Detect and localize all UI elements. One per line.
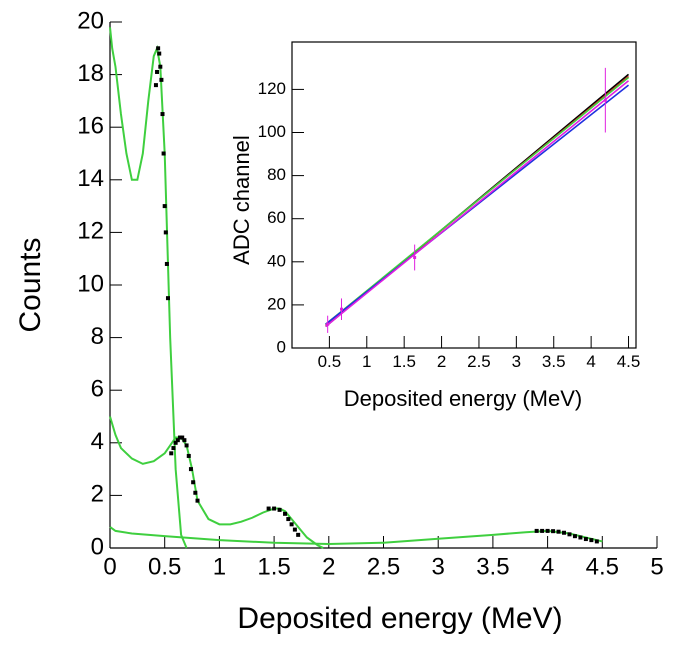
data-point [182,438,187,443]
y-tick-label: 20 [77,7,104,34]
data-point [578,535,583,540]
data-point [583,537,588,542]
data-point [184,443,189,448]
data-point [540,528,545,533]
data-point [158,64,163,69]
data-point [161,151,166,156]
data-point [277,507,282,512]
y-tick-label: 100 [258,122,286,141]
y-tick-label: 14 [77,165,104,192]
data-point [171,446,176,451]
data-point [603,98,607,102]
data-point [159,77,164,82]
line [109,27,188,549]
x-tick-label: 3 [512,352,521,371]
line [325,80,630,328]
x-tick-label: 1.5 [257,554,290,581]
x-tick-label: 4.5 [586,554,619,581]
data-point [266,506,271,511]
data-point [165,296,170,301]
x-tick-label: 5 [650,554,663,581]
line [325,76,630,325]
x-tick-label: 4.5 [617,352,641,371]
data-point [193,490,198,495]
data-point [188,467,193,472]
y-tick-label: 40 [267,251,286,270]
x-tick-label: 2.5 [467,352,491,371]
data-point [155,69,160,74]
data-point [164,261,169,266]
y-tick-label: 8 [91,323,104,350]
inset-y-axis-title: ADC channel [229,135,254,265]
y-tick-label: 6 [91,376,104,403]
y-tick-label: 0 [277,337,286,356]
data-point [153,83,158,88]
data-point [163,230,168,235]
x-tick-label: 0.5 [148,554,181,581]
data-point [572,534,577,539]
data-point [156,46,161,51]
data-point [169,451,174,456]
y-tick-label: 2 [91,481,104,508]
data-point [594,539,599,544]
line [109,416,324,549]
data-point [180,435,185,440]
data-point [286,517,291,522]
y-tick-label: 4 [91,428,104,455]
y-tick-label: 18 [77,60,104,87]
data-point [567,532,572,537]
y-tick-label: 12 [77,218,104,245]
data-point [191,480,196,485]
inset-x-axis-title: Deposited energy (MeV) [344,386,582,411]
x-tick-label: 1 [213,554,226,581]
data-point [413,255,417,259]
y-tick-label: 120 [258,79,286,98]
data-point [340,307,344,311]
data-point [292,527,297,532]
x-tick-label: 1 [362,352,371,371]
data-point [173,440,178,445]
data-point [186,453,191,458]
line [325,84,630,325]
data-point [178,435,183,440]
data-point [296,532,301,537]
data-point [162,204,167,209]
x-tick-label: 2.5 [367,554,400,581]
y-axis-title: Counts [14,237,47,332]
data-point [283,511,288,516]
x-tick-label: 3.5 [542,352,566,371]
x-tick-label: 2 [322,554,335,581]
x-tick-label: 0 [103,554,116,581]
x-tick-label: 0.5 [318,352,342,371]
y-tick-label: 16 [77,113,104,140]
x-tick-label: 4 [541,554,554,581]
y-tick-label: 20 [267,294,286,313]
y-tick-label: 60 [267,208,286,227]
plot-frame [291,41,637,349]
data-point [160,112,165,117]
y-tick-label: 80 [267,165,286,184]
x-tick-label: 1.5 [392,352,416,371]
x-tick-label: 4 [586,352,595,371]
x-tick-label: 3.5 [476,554,509,581]
x-axis-title: Deposited energy (MeV) [237,602,562,635]
data-point [175,438,180,443]
data-point [157,51,162,56]
data-point [562,530,567,535]
data-point [289,522,294,527]
y-tick-label: 0 [91,533,104,560]
x-tick-label: 2 [437,352,446,371]
data-point [272,506,277,511]
data-point [589,538,594,543]
y-tick-label: 10 [77,270,104,297]
data-point [545,528,550,533]
data-point [534,528,539,533]
data-point [556,529,561,534]
x-tick-label: 3 [432,554,445,581]
data-point [195,498,200,503]
data-point [326,322,330,326]
data-point [551,529,556,534]
